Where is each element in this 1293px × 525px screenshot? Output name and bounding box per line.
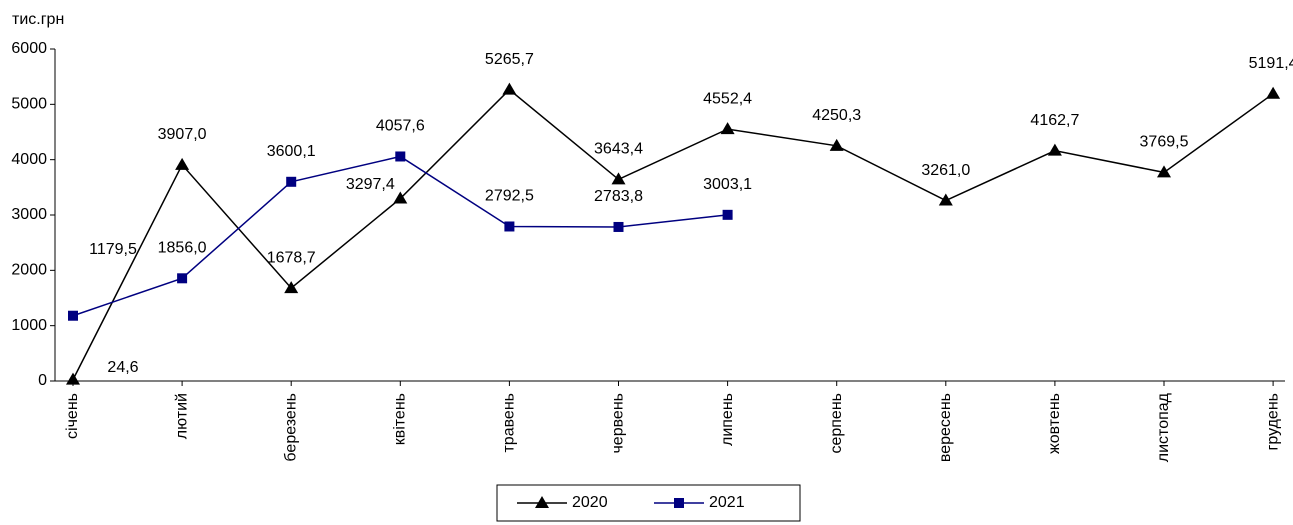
x-tick-label: червень <box>610 393 627 454</box>
x-tick-label: листопад <box>1155 392 1172 462</box>
y-tick-label: 6000 <box>11 40 47 57</box>
data-label: 3600,1 <box>267 143 316 160</box>
data-label: 3769,5 <box>1140 134 1189 151</box>
legend-label: 2021 <box>709 494 745 511</box>
marker <box>395 151 406 162</box>
marker <box>1157 165 1171 178</box>
x-tick-label: жовтень <box>1046 393 1063 454</box>
y-tick-label: 3000 <box>11 206 47 223</box>
data-label: 4162,7 <box>1030 112 1079 129</box>
marker <box>938 193 953 206</box>
marker <box>504 221 515 232</box>
series-line <box>72 88 1274 380</box>
x-tick-label: серпень <box>828 393 845 454</box>
data-label: 3643,4 <box>594 141 643 158</box>
marker <box>674 498 684 508</box>
x-tick-label: березень <box>282 393 299 462</box>
data-label: 4250,3 <box>812 107 861 124</box>
x-tick-label: лютий <box>173 393 190 439</box>
marker <box>177 273 188 284</box>
y-axis-label: тис.грн <box>12 11 64 28</box>
x-tick-label: травень <box>501 393 518 453</box>
y-tick-label: 1000 <box>11 317 47 334</box>
marker <box>613 221 624 232</box>
x-tick-label: квітень <box>392 393 409 445</box>
legend-box <box>496 484 801 522</box>
data-label: 1856,0 <box>158 240 207 257</box>
legend-label: 2020 <box>572 494 608 511</box>
series-line <box>72 155 728 317</box>
x-tick-label: грудень <box>1264 393 1281 450</box>
data-label: 4552,4 <box>703 90 752 107</box>
data-label: 2783,8 <box>594 188 643 205</box>
y-tick-label: 2000 <box>11 262 47 279</box>
marker <box>66 372 80 385</box>
data-label: 3261,0 <box>921 162 970 179</box>
data-label: 5191,4 <box>1249 55 1293 72</box>
marker <box>502 82 517 95</box>
marker <box>1047 143 1062 156</box>
data-label: 2792,5 <box>485 188 534 205</box>
marker <box>722 209 733 220</box>
marker <box>535 496 549 508</box>
marker <box>286 176 297 187</box>
data-label: 1179,5 <box>89 241 137 258</box>
y-tick-label: 0 <box>38 372 47 389</box>
data-label: 1678,7 <box>267 249 316 266</box>
x-tick-label: вересень <box>937 393 954 462</box>
marker <box>175 157 190 170</box>
marker <box>829 138 844 151</box>
data-label: 3297,4 <box>346 176 395 193</box>
marker <box>1266 86 1281 99</box>
marker <box>393 191 408 204</box>
data-label: 3907,0 <box>158 126 207 143</box>
data-label: 5265,7 <box>485 51 534 68</box>
marker <box>284 281 299 294</box>
data-label: 3003,1 <box>703 176 752 193</box>
marker <box>720 122 735 135</box>
x-tick-label: січень <box>64 393 81 439</box>
y-tick-label: 4000 <box>11 151 47 168</box>
marker <box>68 310 78 321</box>
y-tick-label: 5000 <box>11 96 47 113</box>
data-label: 4057,6 <box>376 118 425 135</box>
marker <box>611 172 626 185</box>
x-tick-label: липень <box>719 393 736 446</box>
data-label: 24,6 <box>107 359 138 376</box>
